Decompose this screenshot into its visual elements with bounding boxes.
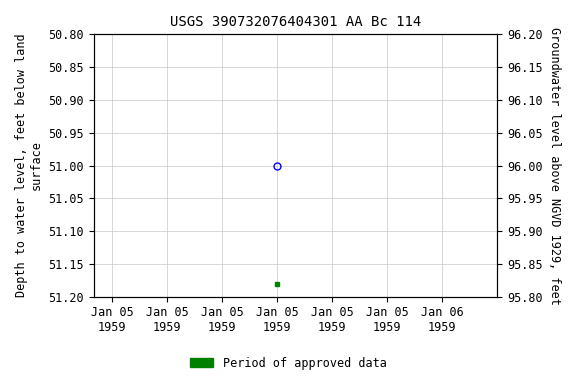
Title: USGS 390732076404301 AA Bc 114: USGS 390732076404301 AA Bc 114 xyxy=(170,15,421,29)
Y-axis label: Groundwater level above NGVD 1929, feet: Groundwater level above NGVD 1929, feet xyxy=(548,26,561,305)
Legend: Period of approved data: Period of approved data xyxy=(185,352,391,374)
Y-axis label: Depth to water level, feet below land
surface: Depth to water level, feet below land su… xyxy=(15,34,43,297)
